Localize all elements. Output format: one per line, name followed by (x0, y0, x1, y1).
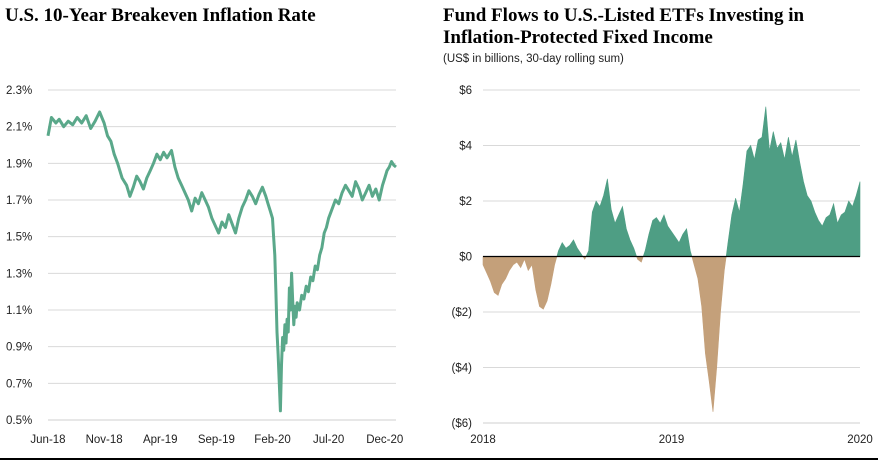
right-chart-title-line1: Fund Flows to U.S.-Listed ETFs Investing… (443, 5, 805, 26)
left-x-tick-label: Jul-20 (313, 434, 344, 446)
right-chart-subtitle: (US$ in billions, 30-day rolling sum) (443, 53, 624, 65)
right-y-tick-label: $6 (459, 85, 472, 97)
right-area-chart: $6 $4 $2 $0 ($2) ($4) ($6) 2018 2019 2020 (452, 85, 873, 446)
left-x-tick-label: Jun-18 (30, 434, 65, 446)
right-y-tick-label: $0 (459, 252, 472, 264)
left-x-tick-label: Nov-18 (86, 434, 123, 446)
right-y-tick-label: $2 (459, 196, 472, 208)
left-y-tick-label: 1.5% (6, 232, 32, 244)
right-positive-area (483, 106, 861, 257)
right-x-tick-label: 2020 (847, 434, 873, 446)
left-x-tick-label: Dec-20 (366, 434, 403, 446)
left-y-tick-label: 2.3% (6, 85, 32, 97)
left-y-tick-label: 1.3% (6, 268, 32, 280)
right-x-tick-label: 2018 (470, 434, 496, 446)
left-y-tick-label: 2.1% (6, 122, 32, 134)
left-y-tick-label: 1.9% (6, 158, 32, 170)
right-y-tick-label: ($6) (452, 418, 473, 430)
right-y-tick-label: ($2) (452, 307, 473, 319)
left-line-chart: 0.5% 0.7% 0.9% 1.1% 1.3% 1.5% 1.7% 1.9% 2.1% 2.3%… (6, 85, 403, 446)
left-y-tick-label: 0.5% (6, 415, 32, 427)
left-series-line (46, 110, 397, 413)
right-chart-title-line2: Inflation-Protected Fixed Income (443, 27, 713, 48)
left-y-tick-label: 0.7% (6, 378, 32, 390)
right-y-tick-label: ($4) (452, 363, 473, 375)
left-chart-title: U.S. 10-Year Breakeven Inflation Rate (5, 5, 316, 26)
right-y-tick-label: $4 (459, 141, 472, 153)
right-negative-area (482, 256, 860, 412)
left-y-tick-label: 0.9% (6, 342, 32, 354)
left-x-tick-label: Apr-19 (143, 434, 178, 446)
left-y-tick-label: 1.1% (6, 305, 32, 317)
left-x-tick-label: Sep-19 (198, 434, 235, 446)
right-x-tick-label: 2019 (659, 434, 685, 446)
left-y-tick-label: 1.7% (6, 195, 32, 207)
bottom-rule (0, 458, 878, 460)
left-x-tick-label: Feb-20 (254, 434, 290, 446)
